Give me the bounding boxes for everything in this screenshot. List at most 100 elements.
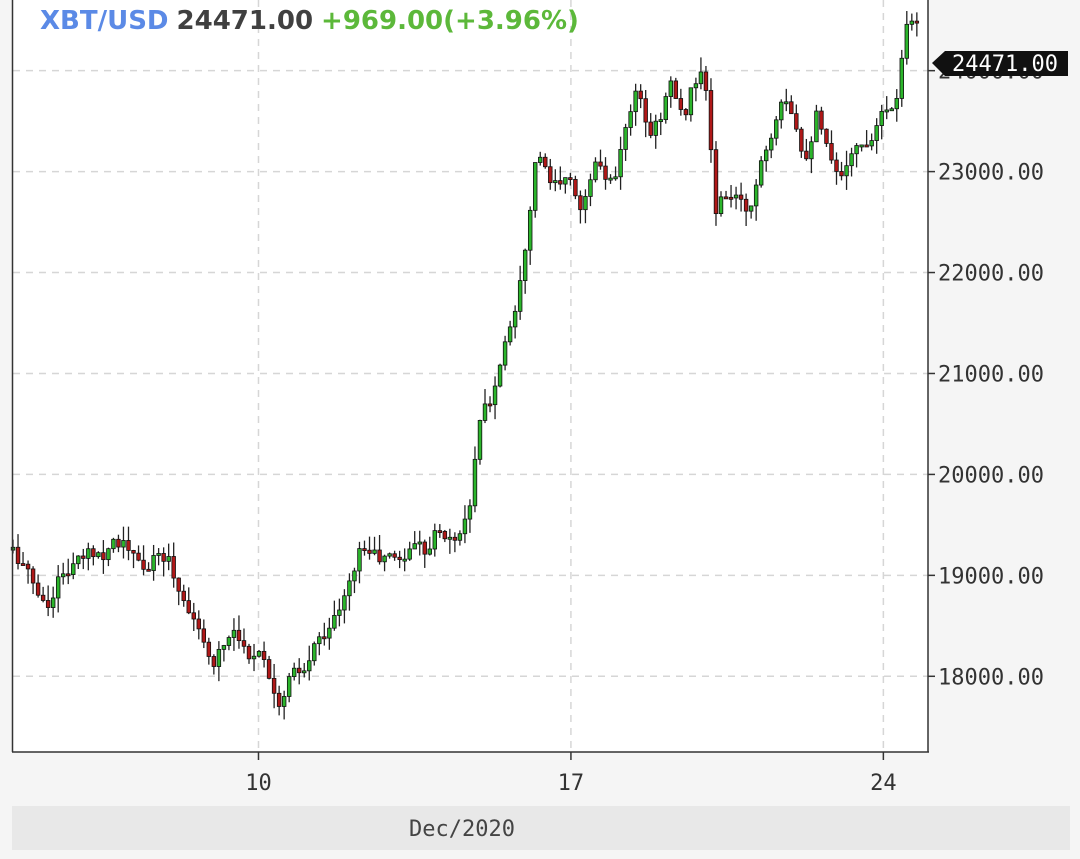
- candle-body: [191, 612, 196, 620]
- candle-body: [412, 543, 417, 550]
- candle-body: [156, 553, 161, 556]
- candle-body: [859, 144, 864, 148]
- candle-body: [327, 627, 332, 639]
- candle-body: [76, 555, 81, 565]
- candle-body: [206, 641, 212, 657]
- candle-body: [161, 553, 166, 562]
- candle-body: [538, 156, 543, 163]
- candle-body: [231, 629, 237, 638]
- candle-body: [774, 119, 779, 139]
- candle-body: [307, 660, 312, 672]
- candle-body: [723, 196, 729, 200]
- candle-body: [728, 196, 734, 200]
- candle-body: [86, 548, 91, 559]
- candle-body: [753, 184, 759, 207]
- candle-body: [563, 177, 568, 185]
- candle-body: [196, 618, 201, 630]
- candle-body: [748, 205, 754, 212]
- candle-body: [266, 659, 272, 679]
- candle-body: [352, 570, 357, 582]
- candle-body: [241, 640, 247, 647]
- candle-body: [578, 195, 583, 211]
- candle-body: [281, 696, 287, 707]
- candle-body: [553, 180, 558, 184]
- candle-body: [884, 109, 889, 113]
- candle-body: [146, 568, 151, 572]
- candle-body: [548, 166, 553, 184]
- y-tick-label: 23000.00: [938, 161, 1044, 186]
- candle-body: [377, 549, 382, 563]
- candle-body: [673, 80, 679, 99]
- candle-body: [402, 558, 407, 562]
- candle-body: [116, 538, 121, 548]
- candle-layer: [10, 11, 920, 720]
- candle-body: [372, 549, 377, 554]
- candle-body: [302, 670, 307, 674]
- candle-body: [362, 548, 367, 551]
- candle-body: [136, 552, 141, 561]
- candle-body: [332, 615, 337, 629]
- candle-body: [683, 109, 689, 116]
- candle-body: [131, 550, 136, 554]
- candle-body: [35, 582, 41, 596]
- candle-body: [452, 536, 458, 541]
- candle-body: [151, 555, 156, 571]
- x-axis-title: Dec/2020: [409, 817, 515, 842]
- candle-body: [201, 628, 207, 643]
- candle-body: [638, 90, 643, 100]
- candle-body: [171, 556, 176, 579]
- y-tick-label: 18000.00: [938, 665, 1044, 690]
- candle-body: [181, 590, 186, 602]
- candle-body: [317, 636, 322, 645]
- candle-body: [91, 548, 96, 558]
- candle-body: [472, 458, 478, 507]
- candle-body: [713, 149, 719, 215]
- candle-body: [628, 111, 633, 128]
- x-tick-label: 17: [558, 771, 585, 796]
- candle-body: [276, 692, 282, 707]
- candle-body: [45, 600, 51, 608]
- candle-body: [512, 310, 518, 328]
- candle-body: [256, 650, 262, 657]
- candle-body: [598, 161, 603, 167]
- candle-body: [407, 548, 412, 560]
- candle-body: [794, 113, 799, 130]
- candle-body: [447, 536, 453, 540]
- candle-body: [61, 573, 66, 578]
- candle-body: [176, 577, 181, 592]
- last-price-arrow: [932, 51, 1068, 76]
- candle-body: [663, 96, 668, 121]
- candle-body: [261, 650, 267, 660]
- candle-body: [869, 140, 874, 147]
- candle-body: [111, 538, 116, 550]
- candle-body: [914, 20, 920, 24]
- last-price-value: 24471.00: [176, 6, 314, 36]
- candle-body: [894, 98, 899, 110]
- candle-body: [437, 530, 443, 534]
- candle-body: [603, 165, 608, 180]
- candle-body: [382, 555, 387, 563]
- candle-body: [357, 548, 362, 572]
- candle-body: [879, 111, 884, 126]
- candle-body: [678, 98, 684, 110]
- candle-body: [507, 326, 513, 343]
- candle-body: [779, 101, 784, 121]
- candle-body: [166, 556, 171, 562]
- candle-body: [482, 403, 488, 421]
- candle-body: [20, 563, 26, 566]
- candle-body: [487, 403, 493, 407]
- candle-body: [543, 156, 548, 168]
- candle-body: [889, 108, 894, 112]
- candle-body: [809, 141, 814, 160]
- candle-body: [653, 120, 658, 136]
- candle-body: [839, 171, 844, 177]
- candle-body: [623, 127, 628, 150]
- footer-band: [12, 806, 1070, 850]
- candle-body: [533, 162, 538, 211]
- candle-body: [226, 637, 232, 646]
- candle-body: [221, 645, 227, 650]
- candle-body: [854, 145, 859, 155]
- candle-body: [121, 540, 126, 548]
- symbol-label[interactable]: XBT/USD: [40, 6, 169, 36]
